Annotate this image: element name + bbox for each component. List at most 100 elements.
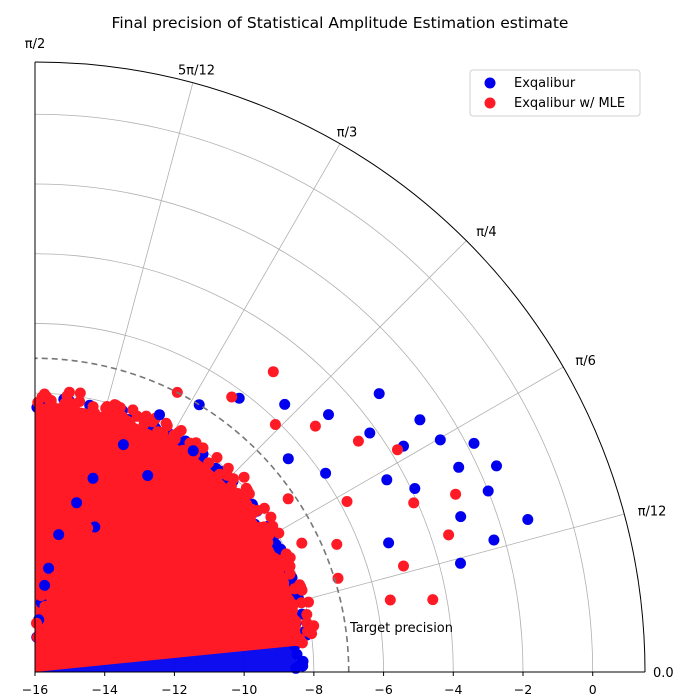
point-exqalibur-mle-25 bbox=[267, 520, 279, 532]
dense-edge-point bbox=[232, 488, 244, 499]
dense-edge-point bbox=[284, 568, 296, 580]
dense-edge-point bbox=[52, 403, 64, 415]
point-exqalibur-25 bbox=[434, 434, 446, 446]
angular-tick-label: 0.0 bbox=[653, 666, 674, 681]
point-exqalibur-mle-23 bbox=[427, 594, 439, 606]
point-exqalibur-mle-2 bbox=[398, 560, 409, 572]
dense-region-exqalibur-mle bbox=[34, 403, 303, 672]
dense-edge-point bbox=[155, 436, 167, 448]
point-exqalibur-mle-7 bbox=[269, 419, 281, 430]
point-exqalibur-26 bbox=[409, 483, 421, 494]
point-exqalibur-mle-28 bbox=[108, 428, 120, 440]
dense-edge-point bbox=[89, 407, 101, 419]
point-exqalibur-13 bbox=[154, 409, 165, 421]
legend-marker-exqalibur-mle bbox=[484, 97, 496, 109]
point-exqalibur-16 bbox=[71, 497, 83, 509]
point-exqalibur-mle-22 bbox=[384, 594, 396, 606]
dense-edge-point bbox=[225, 480, 237, 492]
dense-edge-point bbox=[278, 577, 290, 589]
dense-edge-point bbox=[296, 597, 307, 609]
point-exqalibur-mle-5 bbox=[352, 435, 364, 447]
dense-edge-point bbox=[74, 396, 86, 407]
angular-tick-labels: 0.0 π/12 π/6 π/4 π/3 5π/12 π/2 bbox=[25, 37, 674, 681]
dense-edge-point bbox=[176, 446, 188, 458]
angular-tick-label: π/4 bbox=[476, 225, 496, 240]
dense-edge-point bbox=[32, 396, 44, 408]
point-exqalibur-24 bbox=[468, 437, 480, 449]
point-exqalibur-mle-18 bbox=[32, 631, 43, 643]
point-exqalibur-mle-11 bbox=[159, 472, 171, 484]
point-exqalibur-mle-16 bbox=[49, 571, 61, 583]
legend-marker-exqalibur bbox=[484, 77, 496, 89]
point-exqalibur-mle-6 bbox=[309, 420, 321, 432]
dense-edge-point bbox=[173, 427, 184, 438]
point-exqalibur-4 bbox=[488, 534, 500, 546]
point-exqalibur-mle-34 bbox=[267, 366, 279, 378]
dense-edge-point bbox=[64, 401, 76, 413]
angular-tick-label: π/6 bbox=[575, 354, 595, 369]
dense-edge-point bbox=[109, 399, 121, 411]
point-exqalibur-mle-9 bbox=[238, 471, 250, 483]
point-exqalibur-mle-1 bbox=[408, 497, 420, 509]
radial-tick-label: −12 bbox=[161, 682, 187, 697]
scatter-points bbox=[31, 366, 534, 643]
dense-edge-point bbox=[120, 415, 132, 427]
dense-edge-point bbox=[265, 511, 277, 523]
point-exqalibur-mle-14 bbox=[82, 522, 94, 534]
point-exqalibur-mle-20 bbox=[35, 590, 47, 602]
dense-edge-point bbox=[126, 423, 137, 435]
point-exqalibur-29 bbox=[455, 557, 466, 569]
chart-title: Final precision of Statistical Amplitude… bbox=[112, 14, 569, 32]
point-exqalibur-22 bbox=[39, 579, 51, 591]
point-exqalibur-1 bbox=[453, 461, 465, 473]
dense-edge-point bbox=[152, 426, 164, 438]
point-exqalibur-31 bbox=[320, 467, 332, 479]
point-exqalibur-18 bbox=[43, 562, 55, 574]
dense-edge-point bbox=[259, 539, 270, 551]
point-exqalibur-15 bbox=[87, 472, 99, 484]
radial-tick-label: 0 bbox=[589, 682, 597, 697]
dense-point-regions bbox=[31, 386, 320, 674]
point-exqalibur-12 bbox=[193, 399, 205, 411]
radial-tick-label: −4 bbox=[444, 682, 462, 697]
point-exqalibur-mle-26 bbox=[226, 391, 238, 403]
point-exqalibur-mle-33 bbox=[450, 488, 462, 500]
point-exqalibur-14 bbox=[117, 439, 129, 451]
radial-tick-label: −8 bbox=[305, 682, 323, 697]
point-exqalibur-0 bbox=[455, 511, 467, 523]
angular-tick-label: 5π/12 bbox=[178, 63, 215, 78]
point-exqalibur-mle-29 bbox=[76, 459, 88, 470]
point-exqalibur-mle-15 bbox=[63, 545, 75, 557]
point-exqalibur-mle-0 bbox=[443, 529, 455, 541]
target-precision-arc bbox=[34, 357, 350, 673]
point-exqalibur-mle-32 bbox=[392, 444, 403, 456]
dense-edge-point bbox=[203, 457, 215, 469]
radial-tick-label: −14 bbox=[92, 682, 118, 697]
point-exqalibur-mle-12 bbox=[128, 482, 140, 493]
point-exqalibur-mle-3 bbox=[341, 496, 353, 507]
radial-tick-label: −6 bbox=[374, 682, 392, 697]
point-exqalibur-33 bbox=[142, 470, 154, 481]
dense-edge-point bbox=[263, 529, 275, 541]
legend-box bbox=[469, 69, 641, 117]
point-exqalibur-mle-8 bbox=[282, 493, 294, 505]
dense-edge-point bbox=[254, 521, 266, 533]
radial-tick-label: −10 bbox=[231, 682, 257, 697]
dense-edge-point bbox=[284, 552, 296, 564]
point-exqalibur-9 bbox=[414, 414, 426, 426]
dense-edge-point bbox=[131, 410, 143, 422]
point-exqalibur-17 bbox=[53, 529, 65, 541]
dense-edge-point bbox=[240, 482, 252, 494]
angular-tick-label: π/12 bbox=[638, 505, 667, 520]
target-precision-annotation: Target precision bbox=[349, 621, 453, 636]
point-exqalibur-30 bbox=[282, 453, 294, 465]
dense-edge-point bbox=[294, 579, 306, 591]
point-exqalibur-mle-13 bbox=[103, 501, 115, 513]
dense-edge-point bbox=[63, 386, 75, 398]
dense-edge-point bbox=[211, 452, 223, 463]
point-exqalibur-mle-4 bbox=[331, 538, 343, 550]
legend-label-exqalibur-mle: Exqalibur w/ MLE bbox=[514, 96, 625, 111]
angular-tick-label: π/2 bbox=[25, 37, 45, 52]
point-exqalibur-8 bbox=[279, 398, 291, 410]
point-exqalibur-2 bbox=[482, 485, 494, 497]
